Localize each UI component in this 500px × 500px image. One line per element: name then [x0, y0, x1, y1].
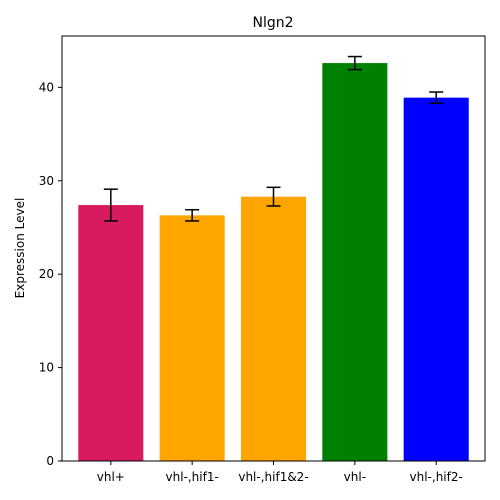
bar-0 — [78, 205, 144, 461]
error-bars-group — [103, 55, 444, 222]
y-tick-label-4: 40 — [39, 80, 54, 94]
x-tick-label-1: vhl-,hif1- — [165, 470, 218, 484]
plot-frame — [61, 35, 486, 462]
x-axis: vhl+ vhl-,hif1- vhl-,hif1&2- vhl-vhl-,hif2- — [97, 461, 463, 484]
x-tick-label-3: vhl- — [344, 470, 366, 484]
y-tick-label-0: 0 — [46, 454, 54, 468]
chart-title: Nlgn2 — [252, 15, 293, 31]
y-tick-label-3: 30 — [39, 174, 54, 188]
bar-2 — [240, 196, 307, 461]
x-tick-label-4: vhl-,hif2- — [410, 470, 463, 484]
bars-group — [78, 63, 469, 462]
y-axis: 0 10 20 30 40 — [39, 80, 62, 468]
x-tick-label-2: vhl-,hif1&2- — [238, 470, 308, 484]
bar-3 — [322, 63, 388, 461]
y-tick-label-1: 10 — [39, 361, 54, 375]
y-tick-label-2: 20 — [39, 267, 54, 281]
y-axis-label: Expression Level — [13, 198, 27, 299]
bar-1 — [159, 215, 225, 461]
bar-4 — [403, 97, 469, 462]
x-tick-label-0: vhl+ — [97, 470, 125, 484]
